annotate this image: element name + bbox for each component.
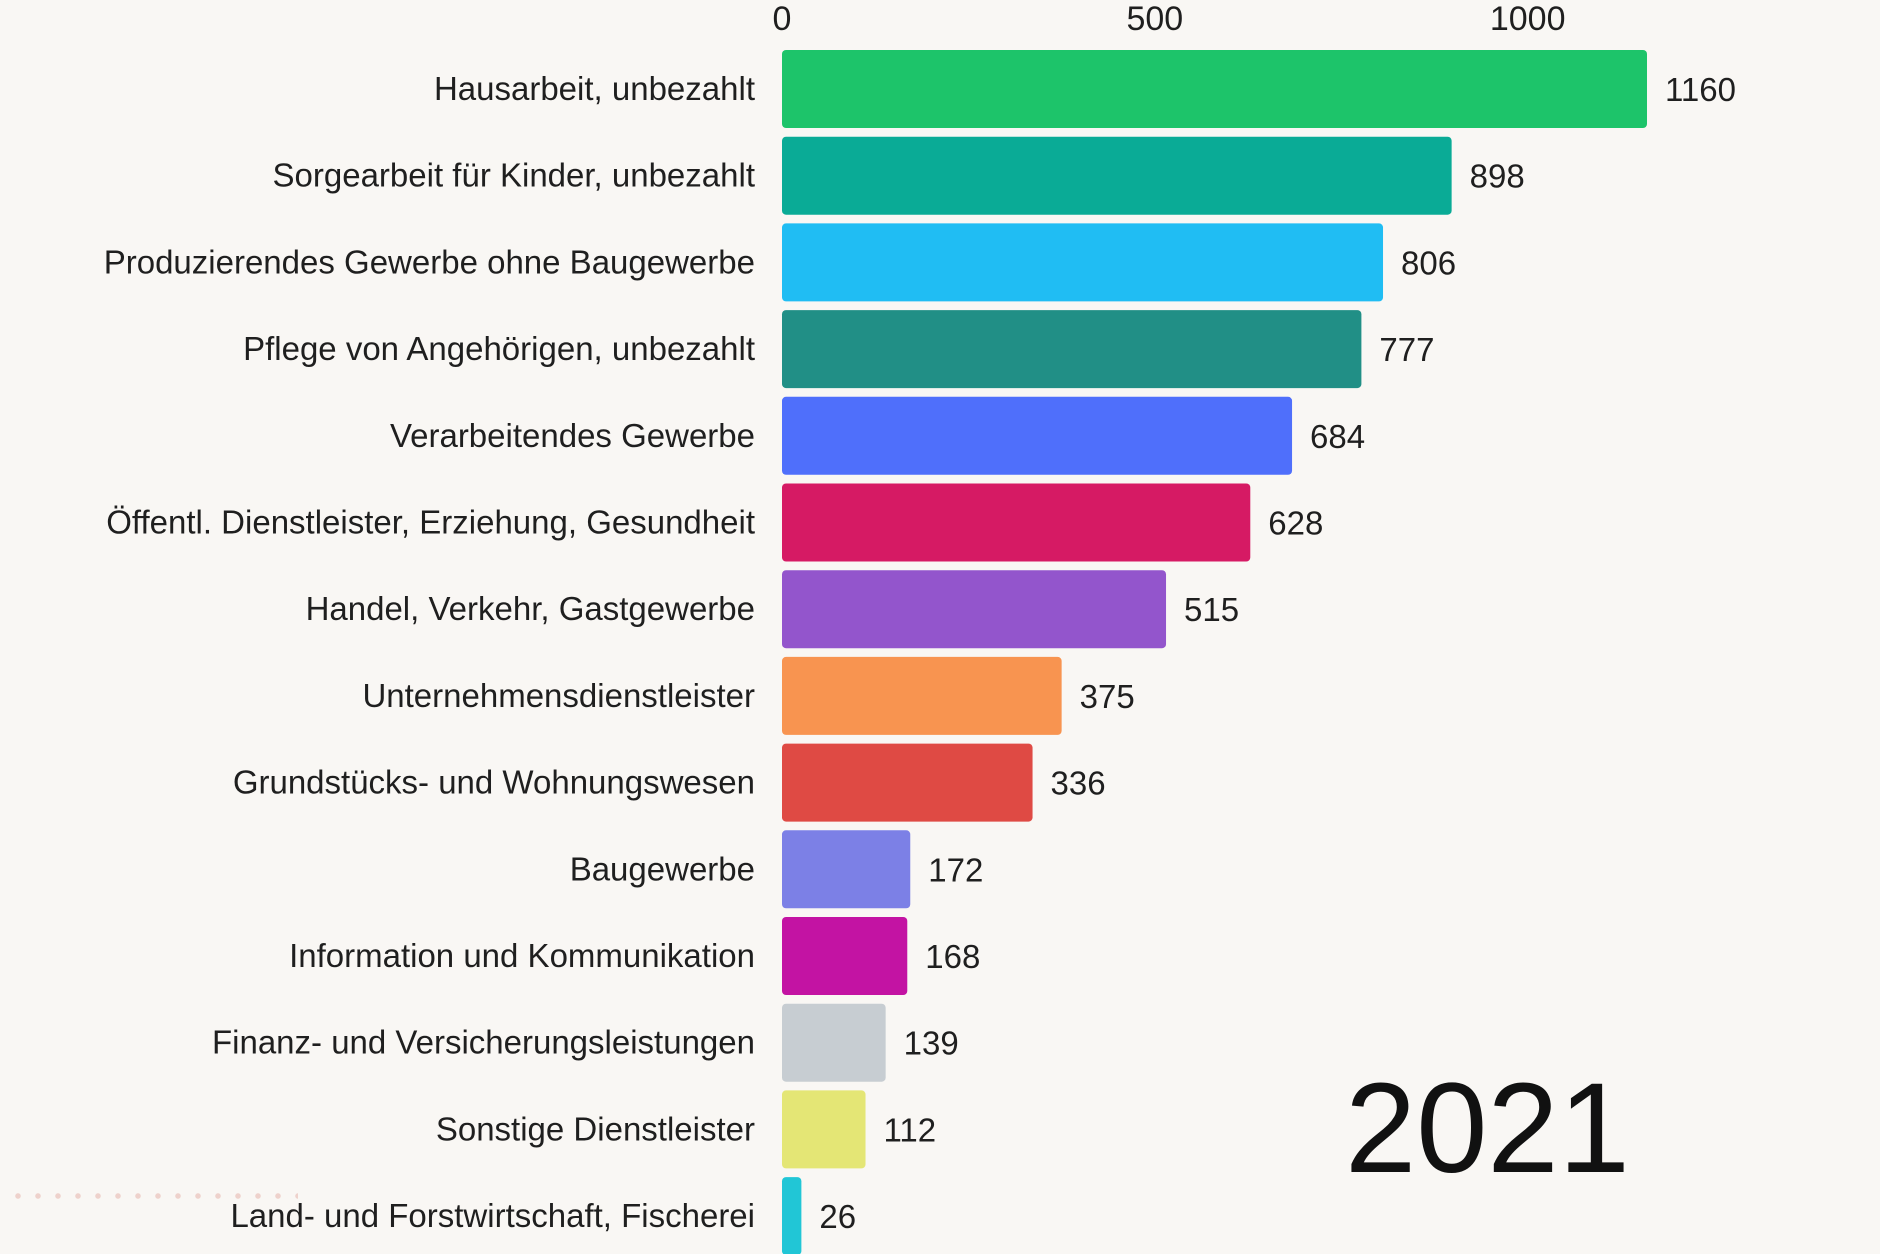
value-label: 628 [1268, 505, 1323, 542]
bar [782, 50, 1647, 128]
category-label: Pflege von Angehörigen, unbezahlt [243, 330, 755, 367]
year-label: 2021 [1345, 1057, 1630, 1200]
category-label: Grundstücks- und Wohnungswesen [233, 764, 755, 801]
value-label: 515 [1184, 591, 1239, 628]
bar [782, 830, 911, 909]
bar [782, 656, 1062, 735]
category-label: Land- und Forstwirtschaft, Fischerei [230, 1197, 755, 1234]
category-label: Verarbeitendes Gewerbe [390, 417, 755, 454]
bar [782, 1090, 866, 1169]
category-label: Finanz- und Versicherungsleistungen [212, 1024, 755, 1061]
value-label: 898 [1470, 158, 1525, 195]
x-tick-label: 500 [1126, 0, 1183, 38]
category-label: Produzierendes Gewerbe ohne Baugewerbe [104, 243, 755, 280]
bar [782, 917, 908, 995]
bar [782, 570, 1167, 649]
category-label: Sonstige Dienstleister [436, 1110, 755, 1147]
bar [782, 1003, 886, 1082]
x-tick-label: 1000 [1490, 0, 1566, 38]
category-label: Information und Kommunikation [289, 937, 755, 974]
value-label: 375 [1080, 678, 1135, 715]
bar [782, 310, 1362, 389]
bar [782, 483, 1251, 562]
category-label: Hausarbeit, unbezahlt [434, 70, 755, 107]
bar [782, 743, 1033, 822]
value-label: 806 [1401, 244, 1456, 281]
decorative-dots [8, 1178, 298, 1228]
value-label: 139 [904, 1025, 959, 1062]
bar [782, 136, 1452, 215]
value-label: 172 [928, 851, 983, 888]
bar [782, 396, 1293, 475]
bar [782, 223, 1384, 302]
bar [782, 1177, 802, 1254]
value-label: 168 [925, 938, 980, 975]
x-tick-label: 0 [773, 0, 792, 38]
category-label: Unternehmensdienstleister [362, 677, 755, 714]
category-label: Sorgearbeit für Kinder, unbezahlt [273, 157, 755, 194]
value-label: 336 [1051, 765, 1106, 802]
value-label: 777 [1379, 331, 1434, 368]
category-label: Baugewerbe [570, 850, 755, 887]
category-label: Handel, Verkehr, Gastgewerbe [306, 590, 755, 627]
value-label: 684 [1310, 418, 1365, 455]
value-label: 1160 [1665, 71, 1736, 108]
value-label: 112 [884, 1111, 937, 1148]
category-label: Öffentl. Dienstleister, Erziehung, Gesun… [106, 504, 755, 541]
value-label: 26 [819, 1198, 856, 1235]
